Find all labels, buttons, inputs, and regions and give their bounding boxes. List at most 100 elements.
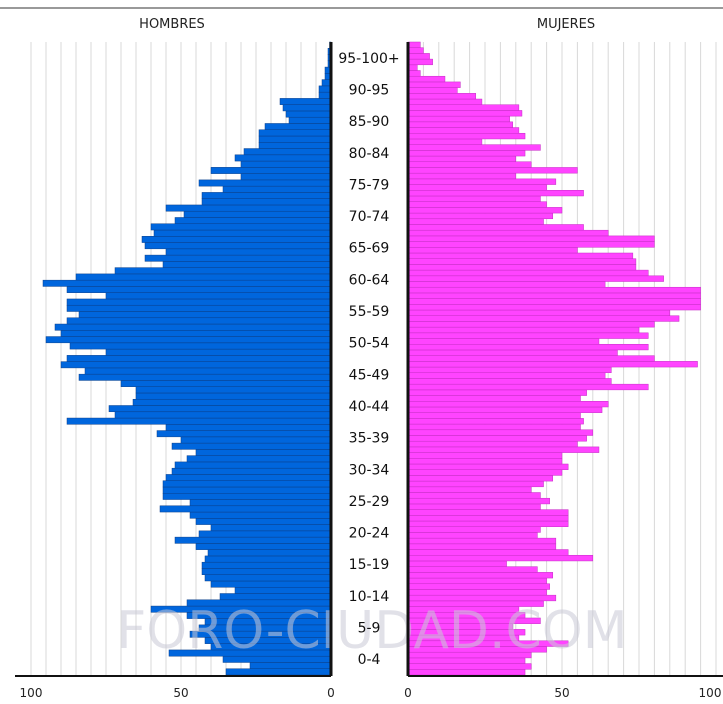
watermark-text: FORO-CIUDAD.COM bbox=[116, 601, 627, 661]
female-bar bbox=[407, 458, 563, 465]
female-bar bbox=[407, 440, 578, 448]
female-bar bbox=[407, 526, 541, 533]
age-labels: 0-4 5-9 10-14 15-19 20-24 25-29 30-34 35-39 40-4… bbox=[338, 51, 399, 668]
male-bar bbox=[201, 561, 332, 569]
female-bar bbox=[407, 155, 517, 163]
female-bar bbox=[407, 115, 510, 123]
male-bar bbox=[135, 392, 332, 400]
male-bar bbox=[78, 311, 332, 319]
female-bar bbox=[407, 224, 584, 231]
male-bar bbox=[153, 229, 332, 237]
female-bar bbox=[407, 566, 538, 573]
male-bar bbox=[66, 304, 332, 312]
male-bar bbox=[108, 405, 332, 413]
x-tick-label: 0 bbox=[404, 686, 412, 700]
age-group-label: 35-39 bbox=[349, 431, 390, 447]
male-bar bbox=[186, 455, 332, 463]
male-bar bbox=[144, 242, 332, 250]
female-bar bbox=[407, 298, 701, 305]
male-bar bbox=[66, 417, 332, 425]
female-bar bbox=[407, 315, 680, 322]
male-bar bbox=[201, 568, 332, 575]
female-bar bbox=[407, 486, 532, 493]
female-bar bbox=[407, 321, 655, 328]
female-bar bbox=[407, 509, 569, 516]
male-bar bbox=[240, 160, 332, 168]
male-bar bbox=[42, 279, 332, 287]
male-bar bbox=[318, 85, 332, 93]
female-bar bbox=[407, 41, 421, 48]
age-group-label: 20-24 bbox=[349, 526, 390, 542]
left-header: HOMBRES bbox=[139, 17, 205, 32]
female-bar bbox=[407, 401, 609, 408]
male-bar bbox=[198, 530, 332, 538]
female-bar bbox=[407, 241, 655, 248]
female-bar bbox=[407, 138, 483, 145]
male-bar bbox=[249, 662, 332, 669]
female-bar bbox=[407, 412, 581, 419]
male-bar bbox=[162, 480, 332, 488]
male-bar bbox=[264, 123, 332, 130]
female-bar bbox=[407, 275, 664, 282]
age-group-label: 55-59 bbox=[349, 304, 390, 320]
female-bar bbox=[407, 132, 526, 140]
female-bar bbox=[407, 190, 584, 197]
female-bar bbox=[407, 520, 569, 527]
female-bar bbox=[407, 58, 433, 66]
age-group-label: 5-9 bbox=[358, 621, 381, 637]
male-bar bbox=[183, 210, 332, 218]
x-tick-label: 0 bbox=[327, 686, 335, 700]
male-bar bbox=[114, 411, 332, 419]
female-bar bbox=[407, 549, 569, 556]
male-bar bbox=[258, 135, 332, 143]
male-bar bbox=[189, 499, 332, 507]
male-bar bbox=[222, 185, 332, 193]
male-bar bbox=[189, 511, 332, 519]
female-bar bbox=[407, 554, 594, 562]
female-bar bbox=[407, 560, 507, 567]
male-bar bbox=[66, 298, 332, 306]
female-bar bbox=[407, 663, 532, 670]
male-bar bbox=[162, 486, 332, 494]
x-tick-label: 50 bbox=[173, 686, 188, 700]
female-bar bbox=[407, 475, 554, 482]
female-bar bbox=[407, 372, 606, 379]
female-bar bbox=[407, 229, 609, 237]
female-bar bbox=[407, 144, 541, 151]
female-bar bbox=[407, 269, 649, 277]
female-bar bbox=[407, 309, 671, 316]
female-bar bbox=[407, 452, 563, 459]
x-tick-label: 50 bbox=[554, 686, 569, 700]
female-bar bbox=[407, 93, 477, 100]
female-bar bbox=[407, 343, 649, 351]
male-bar bbox=[219, 593, 332, 601]
female-bar bbox=[407, 207, 563, 214]
male-bar bbox=[165, 424, 332, 431]
male-bar bbox=[234, 587, 332, 594]
male-bar bbox=[171, 467, 332, 475]
male-bar bbox=[318, 91, 332, 99]
male-bar bbox=[75, 273, 332, 281]
female-bar bbox=[407, 497, 550, 505]
male-bar bbox=[78, 373, 332, 381]
female-bar bbox=[407, 235, 655, 242]
male-bar bbox=[114, 267, 332, 275]
male-bar bbox=[66, 286, 332, 293]
female-bar bbox=[407, 195, 541, 202]
age-group-label: 65-69 bbox=[349, 241, 390, 257]
age-group-label: 60-64 bbox=[349, 272, 390, 288]
male-bar bbox=[159, 505, 332, 513]
age-group-label: 75-79 bbox=[349, 177, 390, 193]
female-bar bbox=[407, 161, 532, 168]
female-bar bbox=[407, 104, 520, 111]
female-bar bbox=[407, 332, 649, 339]
female-bar bbox=[407, 543, 557, 550]
male-bar bbox=[69, 342, 332, 350]
female-bar bbox=[407, 423, 581, 431]
female-bar bbox=[407, 258, 637, 265]
male-bar bbox=[165, 474, 332, 481]
x-tick-labels: 100 50 0 0 50 100 bbox=[20, 686, 722, 700]
age-group-label: 30-34 bbox=[349, 462, 390, 478]
male-bar bbox=[210, 167, 332, 174]
